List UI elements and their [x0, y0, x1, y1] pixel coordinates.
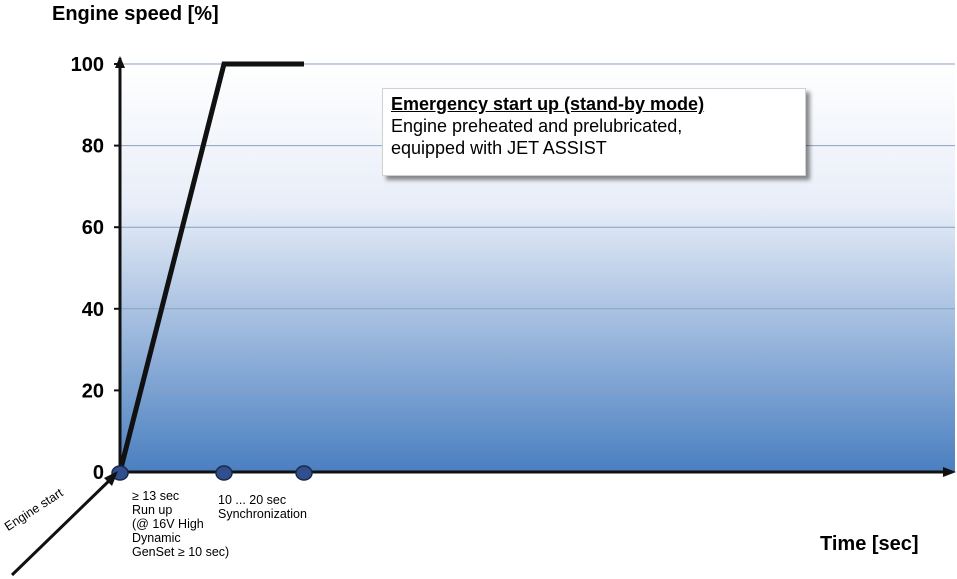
- y-axis-label: Engine speed [%]: [52, 3, 219, 25]
- engine-start-arrow: [10, 474, 116, 577]
- y-tick-label: 20: [82, 380, 104, 402]
- y-tick-label: 100: [71, 54, 104, 76]
- x-axis-label: Time [sec]: [820, 533, 919, 555]
- y-tick-label: 80: [82, 136, 104, 158]
- x-axis-arrow: [943, 467, 956, 477]
- engine-start-arrowhead: [104, 471, 118, 486]
- time-markers: [111, 465, 313, 481]
- callout-body: Engine preheated and prelubricated, equi…: [391, 116, 683, 158]
- time-marker-dot: [111, 465, 129, 481]
- y-axis-arrow: [115, 56, 125, 68]
- y-tick-label: 60: [82, 217, 104, 239]
- synchronization-note: 10 ... 20 sec Synchronization: [218, 493, 307, 521]
- run-up-note: ≥ 13 sec Run up (@ 16V High Dynamic GenS…: [132, 489, 230, 559]
- engine-speed-line: [117, 61, 304, 473]
- callout-title: Emergency start up (stand-by mode): [391, 94, 705, 114]
- callout-box: Emergency start up (stand-by mode) Engin…: [382, 88, 806, 176]
- time-marker-dot: [295, 465, 313, 481]
- y-axis-ticks: 0 20 40 60 80 100: [71, 54, 120, 484]
- y-tick-label: 40: [82, 299, 104, 321]
- time-marker-dot: [215, 465, 233, 481]
- y-tick-label: 0: [93, 462, 104, 484]
